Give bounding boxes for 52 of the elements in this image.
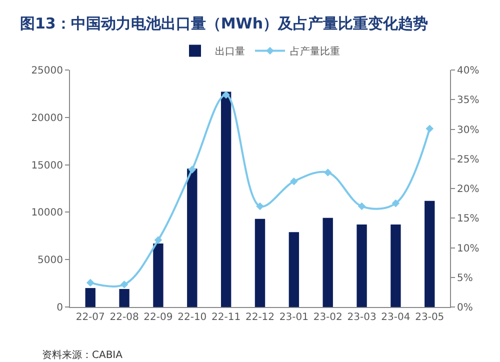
point [188,166,196,174]
chart-title: 图13：中国动力电池出口量（MWh）及占产量比重变化趋势 [20,14,428,33]
bar [356,224,367,307]
y-tick-label: 20000 [31,112,63,124]
bar [119,288,130,307]
y2-tick-label: 5% [457,272,473,284]
point [86,278,94,287]
y2-tick-label: 10% [457,243,480,254]
y2-tick-label: 20% [457,184,480,195]
y2-tick-label: 25% [457,154,480,166]
y2-tick-label: 40% [457,66,480,76]
point [324,168,332,176]
bar [220,92,232,307]
x-tick-label: 22-07 [76,312,105,323]
x-tick-label: 22-11 [212,312,241,323]
x-tick-label: 22-08 [110,312,139,323]
bar [85,288,96,307]
y2-tick-label: 30% [457,124,480,136]
bar [288,232,300,307]
x-tick-label: 23-03 [347,312,376,323]
legend-label: 出口量 [215,46,245,58]
point [290,177,298,186]
text: 资料来源：CABIA [42,349,123,361]
y-tick-label: 0 [56,302,63,314]
y-tick-label: 5000 [38,255,63,266]
bar [153,243,164,307]
point [222,90,230,99]
bar [187,168,198,307]
y2-tick-label: 15% [457,214,480,225]
x-tick-label: 22-10 [178,312,207,323]
x-tick-label: 23-04 [381,312,410,323]
legend-label: 占产量比重 [290,46,340,58]
x-tick-label: 23-01 [279,312,308,323]
point [392,199,400,208]
x-tick-label: 22-12 [245,312,275,323]
x-tick-label: 22-09 [144,312,173,323]
point [358,202,366,210]
point [154,236,162,244]
x-tick-label: 23-05 [415,312,444,323]
y-tick-label: 25000 [31,66,63,76]
x-tick-label: 23-02 [313,312,342,323]
bar [390,224,401,307]
y-tick-label: 10000 [31,208,63,219]
point [426,124,434,133]
point [256,202,264,210]
y2-tick-label: 0% [457,302,473,314]
y2-tick-label: 35% [457,95,480,106]
bar [254,218,266,307]
y-tick-label: 15000 [31,160,63,172]
bar [322,218,333,307]
point [120,280,128,288]
bar [424,200,435,307]
